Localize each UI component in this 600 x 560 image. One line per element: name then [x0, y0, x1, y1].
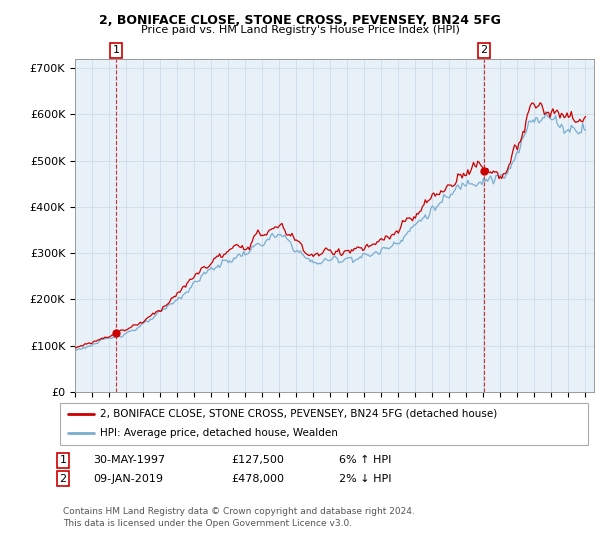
Text: Price paid vs. HM Land Registry's House Price Index (HPI): Price paid vs. HM Land Registry's House … [140, 25, 460, 35]
Text: 09-JAN-2019: 09-JAN-2019 [93, 474, 163, 484]
FancyBboxPatch shape [60, 403, 588, 445]
Text: 1: 1 [59, 455, 67, 465]
Text: 1: 1 [113, 45, 119, 55]
Text: 2: 2 [481, 45, 487, 55]
Text: 30-MAY-1997: 30-MAY-1997 [93, 455, 165, 465]
Text: 6% ↑ HPI: 6% ↑ HPI [339, 455, 391, 465]
Text: 2, BONIFACE CLOSE, STONE CROSS, PEVENSEY, BN24 5FG: 2, BONIFACE CLOSE, STONE CROSS, PEVENSEY… [99, 14, 501, 27]
Text: HPI: Average price, detached house, Wealden: HPI: Average price, detached house, Weal… [100, 428, 337, 438]
Text: 2% ↓ HPI: 2% ↓ HPI [339, 474, 391, 484]
Text: 2: 2 [59, 474, 67, 484]
Text: 2, BONIFACE CLOSE, STONE CROSS, PEVENSEY, BN24 5FG (detached house): 2, BONIFACE CLOSE, STONE CROSS, PEVENSEY… [100, 409, 497, 419]
Text: Contains HM Land Registry data © Crown copyright and database right 2024.
This d: Contains HM Land Registry data © Crown c… [63, 507, 415, 528]
Text: £478,000: £478,000 [231, 474, 284, 484]
Text: £127,500: £127,500 [231, 455, 284, 465]
